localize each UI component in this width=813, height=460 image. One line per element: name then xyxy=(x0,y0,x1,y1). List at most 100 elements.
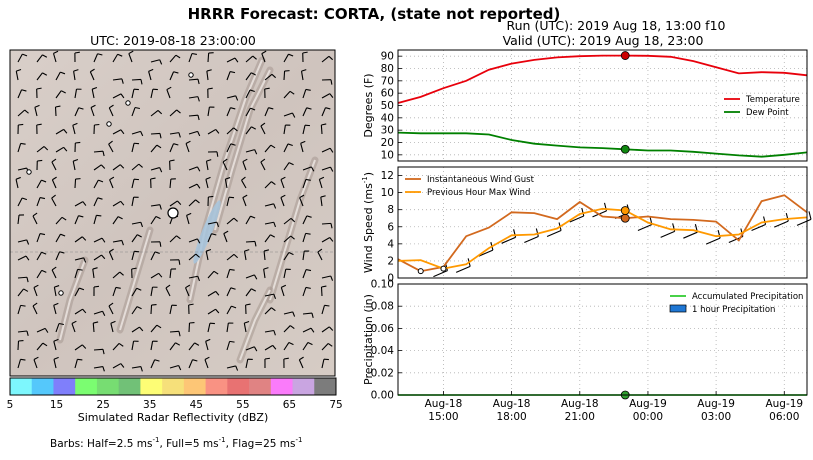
calm-wind-marker xyxy=(440,265,447,272)
wind-barb xyxy=(264,329,276,336)
y-tick-label: 10 xyxy=(381,187,394,199)
wind-barb xyxy=(150,177,156,189)
wind-barb xyxy=(131,88,139,99)
terrain-map xyxy=(10,50,335,376)
wind-barb xyxy=(17,330,29,336)
wind-barb xyxy=(302,215,312,225)
wind-barb xyxy=(223,230,229,243)
wind-barb xyxy=(264,357,270,369)
wind-barb xyxy=(283,268,291,279)
wind-barb xyxy=(74,201,87,207)
wind-barb xyxy=(321,326,334,333)
wind-barb xyxy=(226,322,234,333)
wind-barb xyxy=(245,126,257,135)
legend: Accumulated Precipitation 1 hour Precipit… xyxy=(669,292,803,315)
wind-barb xyxy=(321,166,334,172)
wind-barb xyxy=(36,159,43,171)
wind-barb xyxy=(55,322,65,333)
x-tick-time: 15:00 xyxy=(428,411,458,423)
wind-barb xyxy=(264,203,277,209)
y-tick-label: 6 xyxy=(387,221,394,233)
wind-barb xyxy=(73,69,79,81)
wind-barb xyxy=(169,259,181,265)
barb-legend: Barbs: Half=2.5 ms-1, Full=5 ms-1, Flag=… xyxy=(50,436,303,450)
wind-barb xyxy=(245,149,258,155)
wind-barb xyxy=(242,194,248,207)
legend-label: Previous Hour Max Wind xyxy=(427,188,530,198)
wind-barb xyxy=(36,342,48,351)
wind-barb xyxy=(299,194,305,207)
valid-time-marker xyxy=(620,51,630,60)
wind-barb xyxy=(36,123,42,135)
reflectivity-colorbar xyxy=(10,378,337,395)
wind-barb xyxy=(321,79,333,85)
wind-barb xyxy=(283,325,295,333)
wind-barb xyxy=(131,106,141,117)
colorbar-swatch xyxy=(96,378,120,395)
wind-barb xyxy=(112,239,124,246)
wind-barb xyxy=(74,88,82,99)
wind-barb xyxy=(36,232,46,243)
wind-barb xyxy=(207,221,220,227)
wind-barb xyxy=(150,59,163,65)
wind-barb xyxy=(131,196,139,207)
wind-barb xyxy=(150,359,160,369)
wind-barb xyxy=(320,285,327,297)
wind-barb xyxy=(207,151,219,157)
wind-barb xyxy=(302,327,315,333)
valid-time-label: Valid (UTC): 2019 Aug 18, 23:00 xyxy=(503,33,704,48)
wind-barb xyxy=(321,107,331,117)
wind-barb xyxy=(131,306,142,315)
wind-barb xyxy=(317,248,323,261)
y-axis-label-sup: -1 xyxy=(361,176,369,183)
wind-barb xyxy=(241,176,247,189)
wind-barb xyxy=(74,344,87,351)
wind-barb xyxy=(55,233,66,243)
wind-barb xyxy=(300,140,306,153)
wind-barb xyxy=(264,87,270,99)
wind-barb xyxy=(169,304,177,315)
colorbar-tick-label: 25 xyxy=(96,399,109,411)
wind-barb xyxy=(226,107,236,117)
wind-barb xyxy=(131,340,139,351)
wind-barb xyxy=(188,114,200,121)
wind-barb xyxy=(169,200,182,207)
wind-barb xyxy=(17,304,26,315)
wind-barb xyxy=(245,358,253,369)
wind-barb xyxy=(93,366,105,372)
wind-barb xyxy=(131,234,142,243)
barb-legend-sup-3: -1 xyxy=(296,436,303,444)
wind-barb xyxy=(206,69,212,81)
colorbar-label: Simulated Radar Reflectivity (dBZ) xyxy=(78,411,269,424)
wind-barb xyxy=(74,287,85,297)
wind-barb xyxy=(226,287,236,297)
colorbar-swatch xyxy=(205,378,228,395)
wind-barb xyxy=(186,212,192,225)
wind-barb xyxy=(150,304,157,315)
wind-barb xyxy=(72,122,78,135)
y-tick-label: 0 xyxy=(387,273,394,285)
calm-wind-marker xyxy=(26,169,32,175)
wind-barb xyxy=(188,130,201,137)
calm-wind-marker xyxy=(417,268,424,275)
wind-barb xyxy=(93,285,100,297)
wind-panel: 0 2 4 6 8 10 12 Instantaneous Wind Gust Previous… xyxy=(361,166,812,285)
station-wind-barb xyxy=(569,207,585,223)
wind-barb xyxy=(226,196,235,207)
wind-barb xyxy=(245,240,257,247)
valid-time-marker xyxy=(620,206,630,215)
x-tick-date: Aug-18 xyxy=(425,398,463,410)
calm-wind-marker xyxy=(58,290,64,296)
wind-barb xyxy=(188,183,201,189)
wind-barb xyxy=(108,248,114,261)
wind-barb xyxy=(150,251,160,261)
wind-barb xyxy=(131,78,143,85)
wind-barb xyxy=(93,53,103,63)
x-tick-time: 21:00 xyxy=(565,411,595,423)
colorbar-tick-label: 5 xyxy=(7,399,14,411)
wind-barb xyxy=(150,272,163,279)
legend-label: Instantaneous Wind Gust xyxy=(427,175,535,185)
wind-barb xyxy=(264,344,277,351)
wind-barb xyxy=(188,199,200,207)
wind-barb xyxy=(280,176,286,189)
